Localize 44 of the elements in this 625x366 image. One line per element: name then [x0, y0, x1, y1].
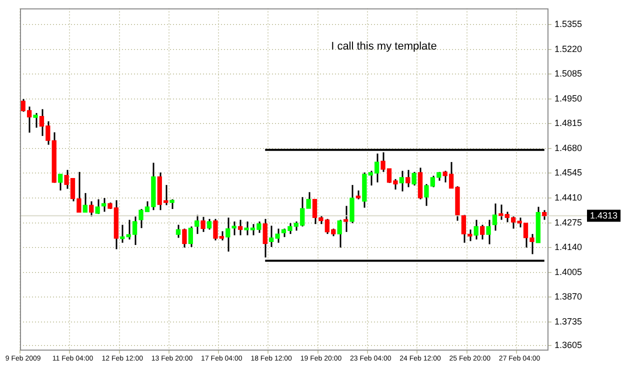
candlestick — [480, 224, 485, 240]
y-tick-label: 1.4275 — [554, 217, 582, 228]
y-tick-label: 1.3735 — [554, 316, 582, 326]
candlestick — [33, 112, 38, 128]
annotation: I call this my template — [331, 40, 437, 52]
candlestick — [474, 219, 478, 240]
candlestick — [200, 216, 206, 233]
candlestick — [399, 170, 404, 192]
candlestick — [226, 216, 230, 252]
candlestick — [343, 205, 348, 233]
candlestick — [486, 219, 491, 245]
candlestick — [337, 219, 342, 248]
candlestick — [188, 226, 193, 248]
candlestick — [238, 219, 243, 236]
y-tick-label: 1.3605 — [554, 340, 582, 350]
candlestick — [170, 198, 174, 210]
y-tick-label: 1.4680 — [554, 142, 582, 153]
candlestick — [232, 220, 236, 236]
candlestick — [492, 202, 498, 232]
y-tick-label: 1.3870 — [554, 292, 582, 302]
y-tick-label: 1.4410 — [554, 192, 582, 202]
candlestick — [262, 218, 268, 258]
candlestick — [95, 198, 100, 215]
y-tick-label: 1.5355 — [554, 19, 582, 30]
y-tick-label: 1.5220 — [554, 44, 582, 54]
y-tick-label: 1.4005 — [554, 266, 582, 277]
candlestick — [412, 171, 416, 186]
y-tick-label: 1.4140 — [554, 242, 582, 252]
candlestick — [206, 218, 212, 230]
y-tick-label: 1.4950 — [554, 93, 582, 104]
candlestick — [89, 200, 94, 218]
y-tick-label: 1.4815 — [554, 118, 582, 128]
candlestick — [176, 224, 181, 239]
candlestick — [82, 192, 88, 214]
candlestick — [542, 209, 547, 221]
candlestick — [182, 228, 187, 248]
candlestick — [58, 173, 63, 192]
ref-line-label: 1.4313 — [590, 210, 618, 220]
y-tick-label: 1.5085 — [554, 68, 582, 79]
y-tick-label: 1.4545 — [554, 168, 582, 178]
candlestick — [194, 214, 200, 235]
candlestick — [101, 197, 106, 213]
candlestick — [120, 224, 125, 244]
candlestick — [406, 169, 410, 188]
